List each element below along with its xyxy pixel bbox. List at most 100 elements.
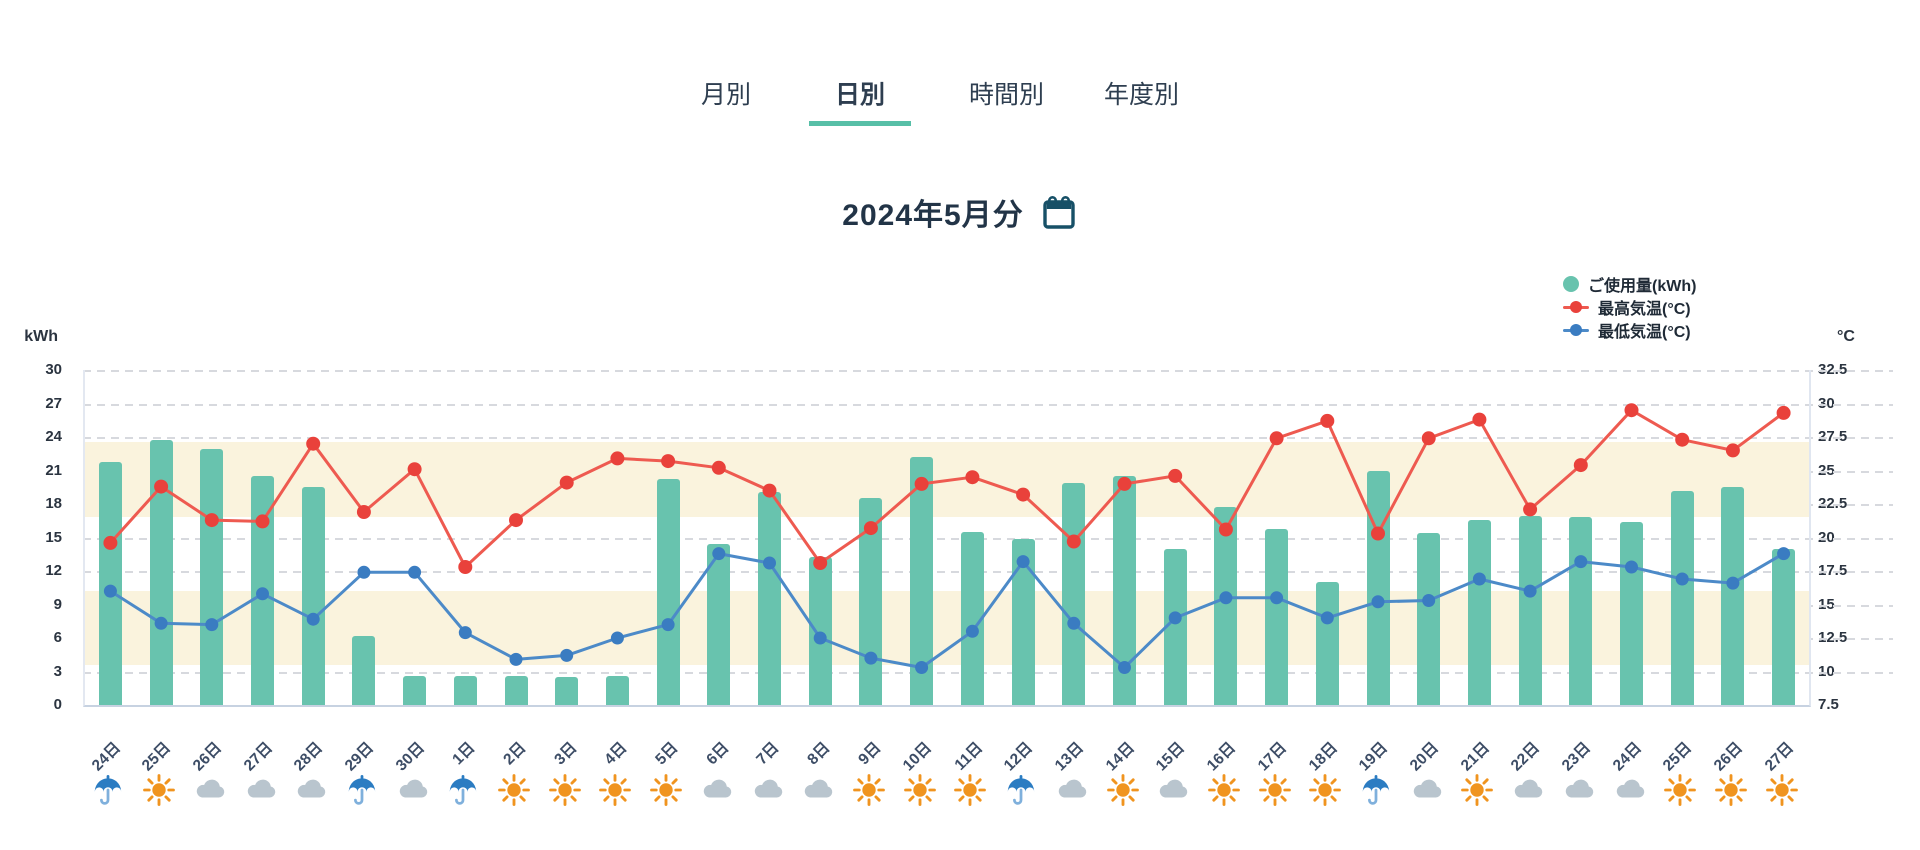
usage-bar[interactable]: [1721, 487, 1745, 705]
low-temp-point[interactable]: 21日 16.9°C: [1472, 572, 1486, 586]
high-temp-point[interactable]: 7日 23.5°C: [762, 483, 777, 498]
high-temp-point[interactable]: 14日 24°C: [1117, 476, 1132, 491]
high-temp-point[interactable]: 23日 25.4°C: [1573, 458, 1588, 473]
low-temp-point[interactable]: 14日 10.3°C: [1118, 661, 1131, 674]
usage-bar[interactable]: [352, 635, 376, 705]
low-temp-point[interactable]: 7日 18.1°C: [763, 556, 776, 570]
high-temp-point[interactable]: 5日 25.7°C: [661, 454, 676, 469]
low-temp-point[interactable]: 11日 13°C: [965, 624, 979, 638]
high-temp-point[interactable]: 18日 28.7°C: [1320, 413, 1335, 428]
high-temp-point[interactable]: 10日 24°C: [914, 476, 929, 491]
legend-item-low-temp[interactable]: 最低気温(°C): [1563, 318, 1696, 341]
usage-bar[interactable]: [453, 676, 477, 705]
low-temp-point[interactable]: 4日 12.5°C: [610, 631, 624, 645]
low-temp-point[interactable]: 27日 15.8°C: [256, 587, 269, 601]
high-temp-point[interactable]: 8日 18.1°C: [813, 556, 828, 570]
high-temp-point[interactable]: 27日 21.2°C: [255, 514, 270, 529]
usage-bar[interactable]: [1467, 519, 1491, 705]
usage-bar[interactable]: [1772, 548, 1796, 705]
usage-bar[interactable]: [859, 498, 883, 705]
high-temp-point[interactable]: 25日 27.3°C: [1675, 432, 1690, 447]
legend-item-high-temp[interactable]: 最高気温(°C): [1563, 295, 1696, 318]
low-temp-point[interactable]: 12日 18.2°C: [1016, 555, 1030, 569]
usage-bar[interactable]: [1315, 582, 1339, 705]
low-temp-point[interactable]: 16日 15.5°C: [1219, 591, 1233, 605]
high-temp-point[interactable]: 4日 25.9°C: [610, 451, 625, 466]
high-temp-point[interactable]: 16日 20.6°C: [1218, 522, 1233, 537]
low-temp-point[interactable]: 23日 18.2°C: [1574, 555, 1588, 569]
usage-bar[interactable]: [910, 457, 934, 705]
high-temp-point[interactable]: 17日 27.4°C: [1269, 431, 1284, 446]
high-temp-point[interactable]: 19日 20.3°C: [1371, 526, 1385, 541]
usage-bar[interactable]: [808, 556, 832, 705]
low-temp-point[interactable]: 17日 15.5°C: [1270, 591, 1284, 605]
high-temp-point[interactable]: 11日 24.5°C: [965, 470, 980, 485]
low-temp-point[interactable]: 1日 12.9°C: [458, 626, 472, 640]
usage-bar[interactable]: [605, 676, 629, 705]
high-temp-point[interactable]: 27日 29.3°C: [1776, 405, 1791, 420]
usage-bar[interactable]: [1518, 516, 1542, 705]
usage-bar[interactable]: [1417, 533, 1441, 705]
tab-daily[interactable]: 日別: [808, 80, 911, 126]
low-temp-point[interactable]: 30日 17.4°C: [408, 565, 422, 579]
low-temp-point[interactable]: 24日 17.8°C: [1625, 560, 1638, 574]
low-temp-point[interactable]: 18日 14°C: [1320, 611, 1334, 625]
low-temp-point[interactable]: 28日 13.9°C: [306, 612, 320, 626]
high-temp-point[interactable]: 12日 23.2°C: [1016, 487, 1031, 502]
legend-item-usage[interactable]: ご使用量(kWh): [1563, 272, 1696, 295]
low-temp-point[interactable]: 25日 13.6°C: [154, 616, 168, 630]
high-temp-point[interactable]: 2日 21.3°C: [509, 513, 523, 528]
usage-bar[interactable]: [200, 449, 224, 705]
usage-bar[interactable]: [504, 676, 528, 705]
usage-bar[interactable]: [960, 531, 984, 705]
high-temp-point[interactable]: 25日 23.8°C: [154, 479, 169, 494]
low-temp-point[interactable]: 19日 15.2°C: [1371, 595, 1385, 609]
usage-bar[interactable]: [707, 544, 731, 705]
low-temp-point[interactable]: 9日 11°C: [864, 651, 878, 665]
usage-bar[interactable]: [1011, 538, 1035, 705]
usage-bar[interactable]: [301, 487, 325, 705]
usage-bar[interactable]: [1163, 548, 1187, 705]
low-temp-point[interactable]: 3日 11.2°C: [560, 648, 574, 662]
tab-monthly[interactable]: 月別: [699, 80, 753, 126]
low-temp-point[interactable]: 15日 14°C: [1168, 611, 1182, 625]
high-temp-point[interactable]: 15日 24.6°C: [1168, 468, 1183, 483]
high-temp-point[interactable]: 1日 17.8°C: [458, 560, 473, 574]
low-temp-point[interactable]: 22日 16°C: [1523, 584, 1537, 598]
calendar-button[interactable]: [1040, 193, 1078, 231]
usage-bar[interactable]: [758, 491, 781, 705]
high-temp-point[interactable]: 9日 20.7°C: [863, 521, 878, 536]
usage-bar[interactable]: [1366, 470, 1390, 705]
tab-hourly[interactable]: 時間別: [967, 80, 1046, 126]
low-temp-point[interactable]: 6日 18.8°C: [712, 547, 726, 561]
high-temp-point[interactable]: 22日 22.1°C: [1523, 502, 1538, 517]
low-temp-point[interactable]: 25日 16.9°C: [1675, 572, 1689, 586]
low-temp-point[interactable]: 2日 10.9°C: [509, 652, 523, 666]
high-temp-point[interactable]: 24日 29.5°C: [1624, 403, 1639, 418]
low-temp-point[interactable]: 13日 13.6°C: [1067, 616, 1081, 630]
high-temp-point[interactable]: 6日 25.2°C: [711, 460, 726, 475]
low-temp-point[interactable]: 26日 16.6°C: [1726, 576, 1740, 590]
low-temp-point[interactable]: 10日 10.3°C: [915, 661, 929, 674]
high-temp-point[interactable]: 13日 19.7°C: [1066, 534, 1081, 549]
usage-bar[interactable]: [403, 676, 427, 705]
high-temp-point[interactable]: 20日 27.4°C: [1421, 431, 1436, 446]
usage-bar[interactable]: [98, 461, 122, 705]
high-temp-point[interactable]: 28日 27°C: [306, 436, 321, 451]
low-temp-point[interactable]: 24日 16°C: [103, 584, 117, 598]
high-temp-point[interactable]: 26日 21.3°C: [204, 513, 219, 528]
usage-bar[interactable]: [555, 677, 579, 705]
high-temp-point[interactable]: 3日 24.1°C: [559, 475, 574, 490]
high-temp-point[interactable]: 21日 28.8°C: [1472, 412, 1487, 427]
usage-bar[interactable]: [656, 479, 680, 705]
low-temp-point[interactable]: 20日 15.3°C: [1422, 594, 1436, 607]
low-temp-point[interactable]: 26日 13.5°C: [205, 618, 219, 632]
usage-bar[interactable]: [1670, 490, 1694, 705]
tab-yearly[interactable]: 年度別: [1102, 80, 1181, 126]
high-temp-point[interactable]: 29日 21.9°C: [356, 505, 371, 519]
high-temp-point[interactable]: 26日 26.5°C: [1725, 443, 1740, 458]
high-temp-point[interactable]: 24日 19.6°C: [103, 535, 118, 550]
low-temp-point[interactable]: 27日 18.8°C: [1777, 547, 1791, 561]
low-temp-point[interactable]: 8日 12.5°C: [813, 631, 827, 645]
usage-bar[interactable]: [1113, 476, 1136, 705]
